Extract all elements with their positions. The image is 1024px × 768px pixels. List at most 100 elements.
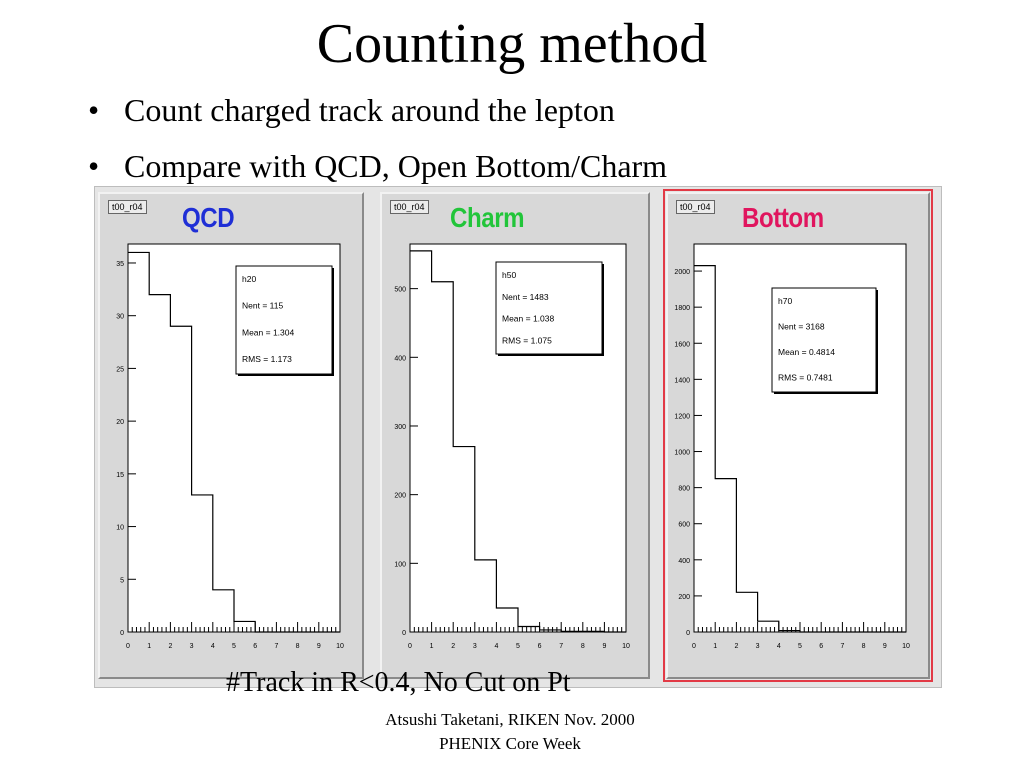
canvas-tag: t00_r04 [390, 200, 429, 214]
y-tick-label: 25 [116, 366, 124, 373]
x-tick-label: 3 [190, 643, 194, 650]
x-tick-label: 2 [168, 643, 172, 650]
y-tick-label: 200 [394, 493, 406, 500]
histogram-bin [758, 621, 779, 632]
x-tick-label: 0 [126, 643, 130, 650]
stats-box: h50 Nent = 1483 Mean = 1.038 RMS = 1.075 [495, 261, 604, 356]
bullet-text: Compare with QCD, Open Bottom/Charm [124, 148, 668, 184]
y-tick-label: 0 [120, 630, 124, 637]
footer-event: PHENIX Core Week [439, 734, 581, 753]
histogram-qcd: 0 5 10 15 20 25 30 35 0 1 2 3 4 5 6 7 8 9 10 h20 Nent = 115 M… [116, 243, 344, 650]
y-tick-label: 0 [686, 630, 690, 637]
stats-box-body [495, 261, 603, 355]
histogram-bin [518, 627, 540, 632]
stats-nent: Nent = 115 [242, 301, 283, 311]
x-tick-label: 0 [408, 643, 412, 650]
stats-name: h50 [502, 270, 516, 280]
histogram-panel-qcd: t00_r04 QCD 0 5 10 15 20 25 30 35 0 1 2 3 4 5 6 7 8 9 10 h2… [98, 192, 364, 679]
stats-box: h20 Nent = 115 Mean = 1.304 RMS = 1.173 [235, 265, 334, 376]
x-tick-label: 1 [430, 643, 434, 650]
histogram-bin [475, 560, 497, 632]
histogram-bottom: 0 200 400 600 800 1000 1200 1400 1600 1800 2000 0 1 2… [674, 243, 910, 650]
stats-name: h20 [242, 274, 256, 284]
y-tick-label: 500 [394, 287, 406, 294]
histogram-bin [410, 251, 432, 632]
panel-title-qcd: QCD [182, 202, 235, 233]
x-tick-label: 9 [602, 643, 606, 650]
x-tick-label: 4 [777, 643, 781, 650]
histogram-bin [715, 479, 736, 632]
x-tick-label: 10 [622, 643, 630, 650]
x-tick-label: 3 [473, 643, 477, 650]
x-tick-label: 10 [902, 643, 910, 650]
x-tick-label: 7 [274, 643, 278, 650]
histogram-bin [583, 631, 605, 632]
y-tick-label: 300 [394, 424, 406, 431]
x-tick-label: 5 [516, 643, 520, 650]
footer-author: Atsushi Taketani, RIKEN Nov. 2000 [385, 710, 635, 729]
stats-rms: RMS = 1.173 [242, 354, 292, 364]
y-tick-label: 100 [394, 561, 406, 568]
x-tick-label: 5 [232, 643, 236, 650]
stats-mean: Mean = 0.4814 [778, 347, 835, 357]
histogram-bin [496, 608, 518, 632]
y-tick-label: 10 [116, 525, 124, 532]
histogram-bin [192, 495, 213, 632]
x-tick-label: 2 [451, 643, 455, 650]
histogram-panel-charm: t00_r04 Charm 0 100 200 300 400 500 0 1 2 3 4 5 6 7 8 9… [380, 192, 650, 679]
histogram-steps [410, 250, 626, 633]
y-tick-label: 30 [116, 314, 124, 321]
y-tick-label: 400 [394, 355, 406, 362]
canvas-tag: t00_r04 [676, 200, 715, 214]
y-tick-label: 600 [678, 522, 690, 529]
y-tick-label: 1400 [674, 377, 690, 384]
stats-mean: Mean = 1.304 [242, 327, 294, 337]
stats-name: h70 [778, 296, 792, 306]
histogram-steps [128, 251, 340, 633]
x-tick-label: 7 [840, 643, 844, 650]
x-tick-label: 2 [734, 643, 738, 650]
histogram-bin [453, 447, 475, 632]
y-tick-label: 5 [120, 577, 124, 584]
stats-box-body [771, 287, 877, 393]
y-tick-label: 1200 [674, 413, 690, 420]
histogram-bin [234, 621, 255, 632]
histogram-bin [736, 592, 757, 632]
bullet-item: • Compare with QCD, Open Bottom/Charm [88, 138, 667, 194]
x-tick-label: 6 [253, 643, 257, 650]
x-tick-label: 10 [336, 643, 344, 650]
y-tick-label: 20 [116, 419, 124, 426]
x-axis-caption: #Track in R<0.4, No Cut on Pt [226, 667, 571, 698]
stats-rms: RMS = 1.075 [502, 335, 552, 345]
y-tick-label: 200 [678, 594, 690, 601]
stats-nent: Nent = 3168 [778, 321, 825, 331]
x-tick-label: 3 [756, 643, 760, 650]
x-tick-label: 4 [494, 643, 498, 650]
histogram-bin [540, 630, 562, 632]
y-tick-label: 35 [116, 261, 124, 268]
histogram-bin [213, 590, 234, 632]
x-tick-label: 6 [819, 643, 823, 650]
x-tick-label: 9 [883, 643, 887, 650]
y-tick-label: 1600 [674, 341, 690, 348]
y-tick-label: 2000 [674, 269, 690, 276]
y-tick-label: 800 [678, 486, 690, 493]
canvas-tag: t00_r04 [108, 200, 147, 214]
histogram-bin [170, 326, 191, 632]
x-tick-label: 4 [211, 643, 215, 650]
bullet-dot: • [88, 92, 100, 128]
y-tick-label: 400 [678, 558, 690, 565]
x-tick-label: 7 [559, 643, 563, 650]
bullet-text: Count charged track around the lepton [124, 92, 615, 128]
x-tick-label: 1 [147, 643, 151, 650]
y-tick-label: 15 [116, 472, 124, 479]
y-tick-label: 1800 [674, 305, 690, 312]
histogram-steps [694, 265, 906, 633]
histogram-bin [128, 252, 149, 632]
histogram-bin [561, 631, 583, 632]
stats-box-body [235, 265, 333, 375]
x-tick-label: 6 [538, 643, 542, 650]
footer: Atsushi Taketani, RIKEN Nov. 2000 PHENIX… [300, 708, 720, 756]
x-tick-label: 5 [798, 643, 802, 650]
y-tick-label: 1000 [674, 450, 690, 457]
